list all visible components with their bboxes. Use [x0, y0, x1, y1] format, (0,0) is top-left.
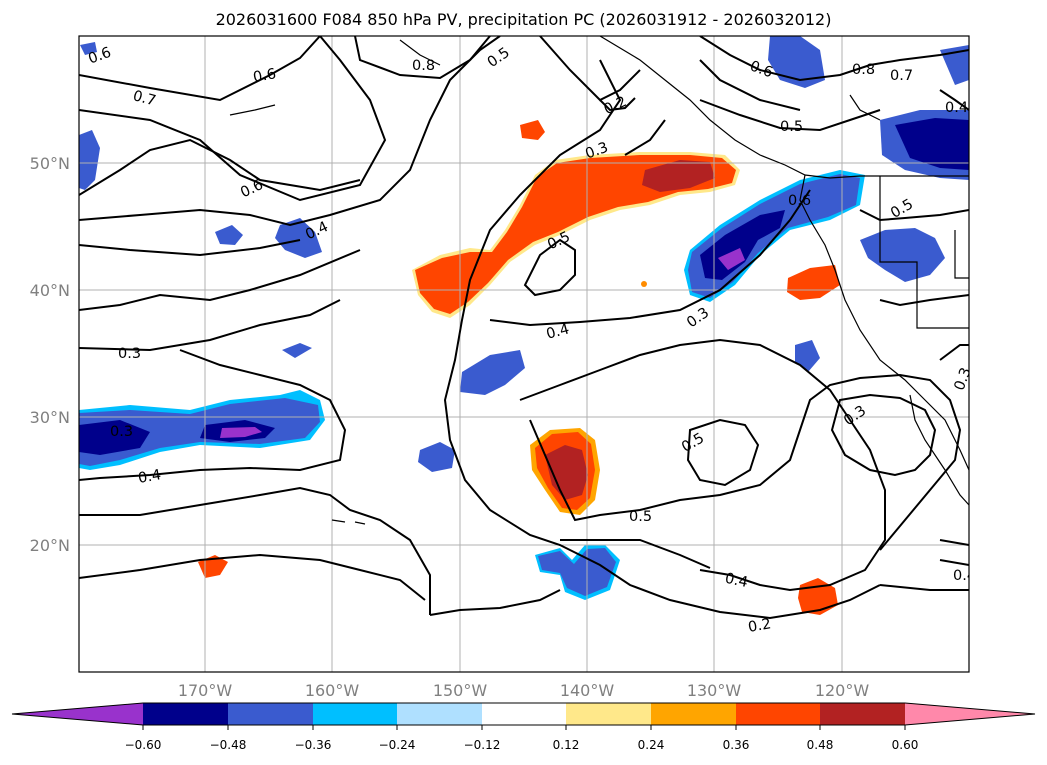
pv-negative-region — [79, 130, 100, 190]
map-title: 2026031600 F084 850 hPa PV, precipitatio… — [215, 10, 832, 29]
contour-label: 0.6 — [748, 58, 775, 81]
contour-label: 0.8 — [852, 62, 875, 78]
colorbar-tick-label: −0.60 — [125, 738, 162, 752]
contour-label: 0.3 — [118, 346, 141, 362]
map-frame — [78, 35, 970, 673]
pv-negative-region — [460, 350, 525, 395]
colorbar-bin — [228, 703, 313, 725]
lon-label: 140°W — [560, 681, 615, 700]
colorbar-tick-label: 0.24 — [638, 738, 665, 752]
pv-positive-region — [787, 265, 840, 300]
colorbar-tick-label: 0.60 — [892, 738, 919, 752]
colorbar: −0.60 −0.48 −0.36 −0.24 −0.12 0.12 0.24 … — [11, 702, 1036, 752]
colorbar-bin — [12, 703, 143, 725]
lon-label: 120°W — [815, 681, 870, 700]
map-area: 0.6 0.6 0.7 0.5 0.8 0.7 0.6 0.8 0.2 0.3 … — [79, 36, 976, 672]
pv-negative-region — [215, 225, 243, 245]
lon-label: 130°W — [687, 681, 742, 700]
colorbar-tick-label: −0.12 — [464, 738, 501, 752]
contour-label: 0.3 — [583, 140, 610, 163]
contour-label: 0.8 — [412, 58, 435, 74]
contour-label: 0.2 — [747, 616, 772, 636]
contour-label: 0.4 — [945, 100, 968, 116]
pv-positive-region — [641, 281, 647, 287]
contour-label: 0.5 — [629, 509, 652, 525]
colorbar-bin — [143, 703, 228, 725]
pv-negative-region — [718, 248, 745, 270]
colorbar-tick-label: 0.48 — [807, 738, 834, 752]
graticule — [79, 36, 969, 672]
colorbar-bin — [736, 703, 820, 725]
pv-negative-region — [275, 218, 322, 258]
pv-negative-region — [538, 548, 616, 596]
colorbar-bin — [313, 703, 397, 725]
contour-label: 0.6 — [252, 66, 277, 86]
lon-label: 170°W — [178, 681, 233, 700]
contour-label: 0.4 — [137, 467, 162, 487]
latitude-labels: 50°N 40°N 30°N 20°N — [30, 154, 70, 555]
contour-label: 0.7 — [890, 68, 913, 84]
pv-negative-region — [282, 343, 312, 358]
colorbar-bin — [566, 703, 651, 725]
contour-label: 0.6 — [86, 45, 113, 68]
colorbar-tick-label: −0.24 — [379, 738, 416, 752]
lon-label: 150°W — [433, 681, 488, 700]
pv-negative-region — [79, 420, 150, 455]
contour-label: 0.4 — [723, 571, 749, 591]
pv-positive-region — [520, 120, 545, 140]
pv-negative-region — [418, 442, 455, 472]
colorbar-tick-label: −0.36 — [295, 738, 332, 752]
pv-positive-region — [642, 160, 715, 192]
colorbar-bin — [820, 703, 905, 725]
lat-label: 20°N — [30, 536, 70, 555]
colorbar-bin — [905, 703, 1035, 725]
longitude-labels: 170°W 160°W 150°W 140°W 130°W 120°W — [178, 681, 870, 700]
coastlines — [229, 36, 969, 525]
pv-positive-region — [545, 445, 588, 500]
contour-label: 0.4 — [545, 321, 571, 342]
contour-label: 0.5 — [780, 119, 803, 135]
pv-negative-region — [700, 210, 785, 280]
colorbar-tick-label: 0.36 — [723, 738, 750, 752]
colorbar-ticks — [142, 725, 906, 730]
contour-label: 0.7 — [131, 88, 157, 109]
colorbar-bin — [482, 703, 566, 725]
pv-negative-region — [220, 427, 262, 438]
pv-negative-region — [860, 228, 945, 282]
pv-negative-region — [795, 340, 820, 372]
pv-negative-region — [79, 398, 320, 466]
contour-label: 0.3 — [110, 424, 133, 440]
pv-positive-region — [415, 155, 736, 314]
colorbar-tick-label: 0.12 — [553, 738, 580, 752]
contour-label: 0.4 — [953, 568, 976, 584]
pv-negative-region — [80, 42, 97, 55]
lat-label: 40°N — [30, 281, 70, 300]
colorbar-bin — [397, 703, 482, 725]
colorbar-bin — [651, 703, 736, 725]
lon-label: 160°W — [305, 681, 360, 700]
lat-label: 30°N — [30, 408, 70, 427]
pv-shading — [79, 36, 969, 615]
pv-negative-region — [940, 45, 969, 85]
contour-label: 0.6 — [788, 193, 811, 209]
pv-contours — [79, 36, 969, 620]
colorbar-tick-label: −0.48 — [210, 738, 247, 752]
lat-label: 50°N — [30, 154, 70, 173]
pv-negative-region — [895, 118, 969, 170]
